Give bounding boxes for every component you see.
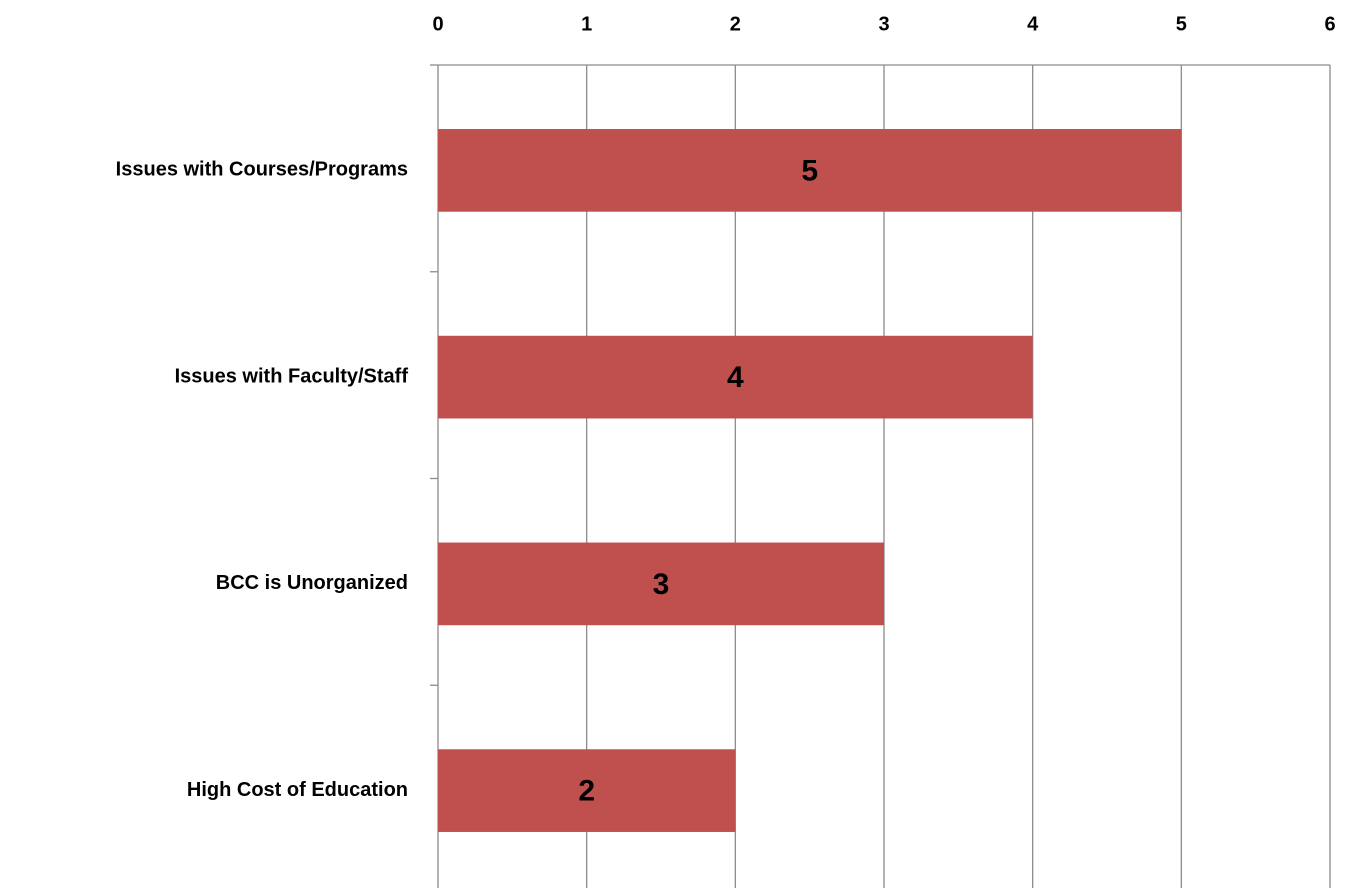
x-tick-label: 6 [1324, 13, 1335, 35]
data-label: 2 [578, 775, 595, 808]
x-tick-label: 0 [432, 13, 443, 35]
data-label: 3 [653, 568, 670, 601]
y-tick-label: Issues with Courses/Programs [116, 159, 408, 181]
x-tick-label: 2 [730, 13, 741, 35]
bar [438, 129, 1182, 212]
data-label: 4 [727, 361, 744, 394]
y-tick-label: Issues with Faculty/Staff [175, 365, 409, 387]
bar [438, 749, 736, 832]
y-tick-label: High Cost of Education [187, 779, 408, 801]
x-tick-label: 4 [1027, 13, 1039, 35]
bar [438, 542, 884, 626]
x-tick-label: 3 [878, 13, 889, 35]
data-label: 5 [801, 154, 818, 187]
x-tick-label: 5 [1176, 13, 1187, 35]
y-tick-label: BCC is Unorganized [216, 572, 408, 594]
bar [438, 335, 1033, 419]
x-tick-label: 1 [581, 13, 592, 35]
labels: 0 1 2 3 4 5 6 Issues with Courses/Programs 5 Issu… [116, 13, 1336, 807]
bars [438, 129, 1182, 832]
